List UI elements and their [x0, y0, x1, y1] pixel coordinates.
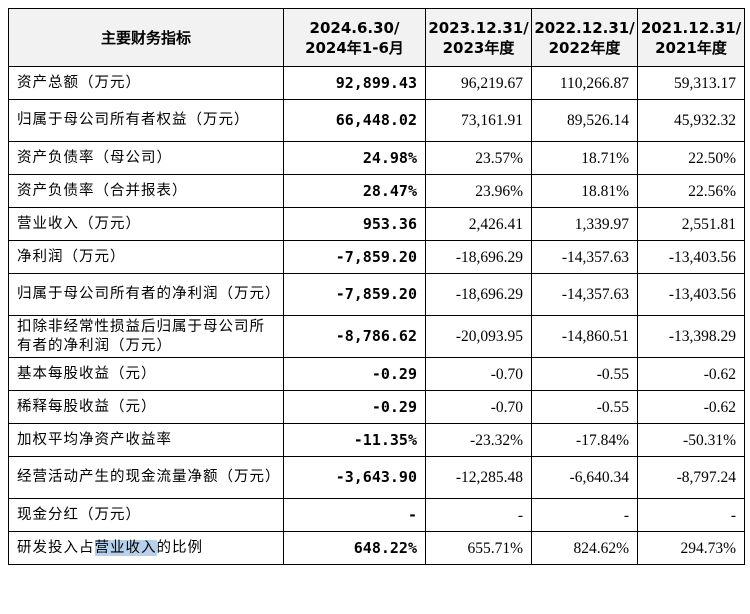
value-2024h1: -7,859.20 — [283, 273, 426, 316]
value-2024h1: -3,643.90 — [283, 456, 426, 499]
table-row: 现金分红（万元） - - - - — [8, 498, 745, 532]
value-2024h1: -8,786.62 — [283, 315, 426, 358]
value-2023: -12,285.48 — [425, 456, 532, 499]
table-row: 营业收入（万元） 953.36 2,426.41 1,339.97 2,551.… — [8, 207, 745, 241]
value-2021: -0.62 — [637, 357, 745, 391]
value-2023: 96,219.67 — [425, 66, 532, 100]
row-label: 资产总额（万元） — [8, 66, 284, 100]
table-row: 加权平均净资产收益率 -11.35% -23.32% -17.84% -50.3… — [8, 423, 745, 457]
table-row: 经营活动产生的现金流量净额（万元） -3,643.90 -12,285.48 -… — [8, 456, 745, 499]
value-2022: -17.84% — [531, 423, 638, 457]
row-label: 营业收入（万元） — [8, 207, 284, 241]
table-row: 归属于母公司所有者的净利润（万元） -7,859.20 -18,696.29 -… — [8, 273, 745, 316]
header-2024h1: 2024.6.30/ 2024年1-6月 — [283, 8, 426, 67]
value-2023: 2,426.41 — [425, 207, 532, 241]
value-2022: -14,860.51 — [531, 315, 638, 358]
value-2021: - — [637, 498, 745, 532]
value-2022: -14,357.63 — [531, 240, 638, 274]
table-row: 扣除非经常性损益后归属于母公司所有者的净利润（万元） -8,786.62 -20… — [8, 315, 745, 358]
value-2021: -50.31% — [637, 423, 745, 457]
table-row: 资产负债率（合并报表） 28.47% 23.96% 18.81% 22.56% — [8, 174, 745, 208]
value-2024h1: 28.47% — [283, 174, 426, 208]
value-2023: -0.70 — [425, 390, 532, 424]
table-row: 资产总额（万元） 92,899.43 96,219.67 110,266.87 … — [8, 66, 745, 100]
value-2021: 22.50% — [637, 141, 745, 175]
value-2023: 23.57% — [425, 141, 532, 175]
row-label: 研发投入占营业收入的比例 — [8, 531, 284, 565]
value-2022: -14,357.63 — [531, 273, 638, 316]
table-row: 稀释每股收益（元） -0.29 -0.70 -0.55 -0.62 — [8, 390, 745, 424]
value-2023: -23.32% — [425, 423, 532, 457]
value-2023: 23.96% — [425, 174, 532, 208]
value-2021: -0.62 — [637, 390, 745, 424]
selected-text-highlight[interactable]: 营业收入 — [94, 539, 157, 556]
row-label: 资产负债率（母公司） — [8, 141, 284, 175]
value-2023: -18,696.29 — [425, 240, 532, 274]
value-2022: 18.71% — [531, 141, 638, 175]
value-2022: 89,526.14 — [531, 99, 638, 142]
value-2021: 294.73% — [637, 531, 745, 565]
value-2021: -13,403.56 — [637, 240, 745, 274]
value-2021: 45,932.32 — [637, 99, 745, 142]
table-row: 净利润（万元） -7,859.20 -18,696.29 -14,357.63 … — [8, 240, 745, 274]
table-row: 基本每股收益（元） -0.29 -0.70 -0.55 -0.62 — [8, 357, 745, 391]
value-2024h1: - — [283, 498, 426, 532]
header-indicator: 主要财务指标 — [8, 8, 284, 67]
row-label: 净利润（万元） — [8, 240, 284, 274]
value-2021: -13,398.29 — [637, 315, 745, 358]
value-2023: -0.70 — [425, 357, 532, 391]
row-label: 归属于母公司所有者权益（万元） — [8, 99, 284, 142]
row-label-suffix: 的比例 — [156, 539, 203, 556]
value-2021: 22.56% — [637, 174, 745, 208]
value-2023: 73,161.91 — [425, 99, 532, 142]
value-2024h1: -0.29 — [283, 357, 426, 391]
row-label-prefix: 研发投入占 — [17, 539, 95, 556]
row-label: 稀释每股收益（元） — [8, 390, 284, 424]
header-2021: 2021.12.31/ 2021年度 — [637, 8, 745, 67]
row-label: 基本每股收益（元） — [8, 357, 284, 391]
value-2021: 59,313.17 — [637, 66, 745, 100]
value-2022: 18.81% — [531, 174, 638, 208]
header-2022: 2022.12.31/ 2022年度 — [531, 8, 638, 67]
value-2024h1: 24.98% — [283, 141, 426, 175]
row-label: 现金分红（万元） — [8, 498, 284, 532]
value-2021: -13,403.56 — [637, 273, 745, 316]
value-2024h1: -0.29 — [283, 390, 426, 424]
value-2024h1: -11.35% — [283, 423, 426, 457]
value-2024h1: 92,899.43 — [283, 66, 426, 100]
value-2022: 110,266.87 — [531, 66, 638, 100]
value-2022: -0.55 — [531, 357, 638, 391]
value-2023: 655.71% — [425, 531, 532, 565]
value-2022: -0.55 — [531, 390, 638, 424]
row-label: 资产负债率（合并报表） — [8, 174, 284, 208]
value-2021: -8,797.24 — [637, 456, 745, 499]
value-2024h1: -7,859.20 — [283, 240, 426, 274]
value-2022: -6,640.34 — [531, 456, 638, 499]
value-2022: 1,339.97 — [531, 207, 638, 241]
value-2021: 2,551.81 — [637, 207, 745, 241]
financial-indicators-table: 主要财务指标 2024.6.30/ 2024年1-6月 2023.12.31/ … — [8, 8, 745, 565]
header-row: 主要财务指标 2024.6.30/ 2024年1-6月 2023.12.31/ … — [8, 8, 745, 67]
value-2022: 824.62% — [531, 531, 638, 565]
value-2024h1: 953.36 — [283, 207, 426, 241]
row-label: 扣除非经常性损益后归属于母公司所有者的净利润（万元） — [8, 315, 284, 358]
value-2023: - — [425, 498, 532, 532]
table-row: 研发投入占营业收入的比例 648.22% 655.71% 824.62% 294… — [8, 531, 745, 565]
row-label: 归属于母公司所有者的净利润（万元） — [8, 273, 284, 316]
value-2022: - — [531, 498, 638, 532]
table-row: 归属于母公司所有者权益（万元） 66,448.02 73,161.91 89,5… — [8, 99, 745, 142]
table-row: 资产负债率（母公司） 24.98% 23.57% 18.71% 22.50% — [8, 141, 745, 175]
value-2023: -18,696.29 — [425, 273, 532, 316]
value-2024h1: 66,448.02 — [283, 99, 426, 142]
value-2023: -20,093.95 — [425, 315, 532, 358]
header-2023: 2023.12.31/ 2023年度 — [425, 8, 532, 67]
row-label: 经营活动产生的现金流量净额（万元） — [8, 456, 284, 499]
value-2024h1: 648.22% — [283, 531, 426, 565]
row-label: 加权平均净资产收益率 — [8, 423, 284, 457]
